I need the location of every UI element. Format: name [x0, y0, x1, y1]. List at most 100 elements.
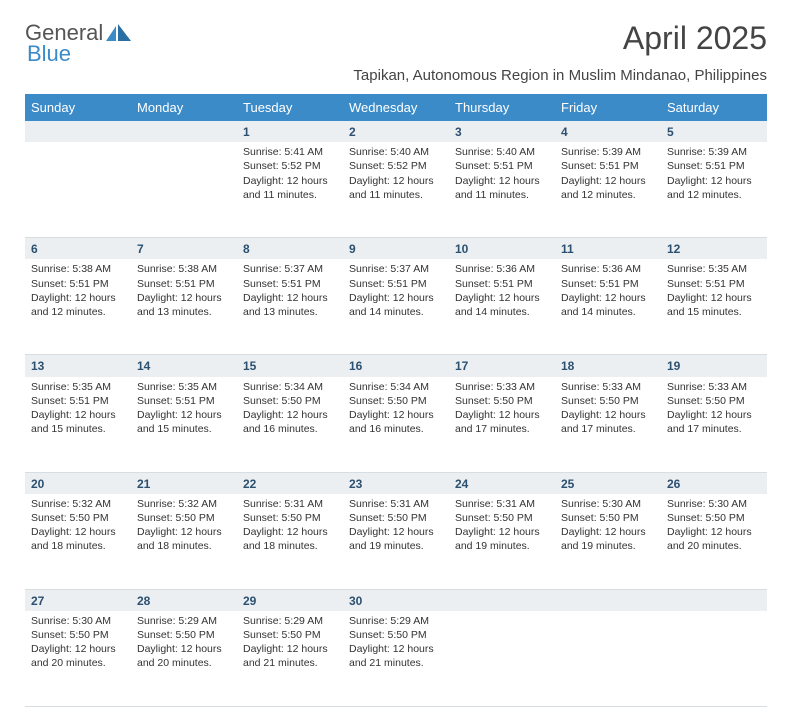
day-number: 12 — [661, 238, 767, 260]
day-number: 19 — [661, 355, 767, 377]
sunrise-text: Sunrise: 5:29 AM — [243, 614, 337, 628]
daylight-text: Daylight: 12 hours and 21 minutes. — [349, 642, 443, 670]
day-number-row: 20212223242526 — [25, 472, 767, 494]
sunset-text: Sunset: 5:50 PM — [243, 394, 337, 408]
logo-sail-icon — [106, 24, 132, 42]
day-number — [131, 121, 237, 142]
day-number: 29 — [237, 589, 343, 611]
daylight-text: Daylight: 12 hours and 15 minutes. — [31, 408, 125, 436]
daylight-text: Daylight: 12 hours and 11 minutes. — [349, 174, 443, 202]
day-cell: Sunrise: 5:40 AMSunset: 5:51 PMDaylight:… — [449, 142, 555, 238]
sunrise-text: Sunrise: 5:40 AM — [455, 145, 549, 159]
location-text: Tapikan, Autonomous Region in Muslim Min… — [25, 67, 767, 84]
day-cell: Sunrise: 5:39 AMSunset: 5:51 PMDaylight:… — [555, 142, 661, 238]
sunrise-text: Sunrise: 5:31 AM — [455, 497, 549, 511]
daylight-text: Daylight: 12 hours and 18 minutes. — [31, 525, 125, 553]
sunset-text: Sunset: 5:51 PM — [455, 277, 549, 291]
weekday-header: Wednesday — [343, 94, 449, 121]
day-cell: Sunrise: 5:35 AMSunset: 5:51 PMDaylight:… — [661, 259, 767, 355]
sunrise-text: Sunrise: 5:30 AM — [561, 497, 655, 511]
daylight-text: Daylight: 12 hours and 19 minutes. — [349, 525, 443, 553]
sunset-text: Sunset: 5:51 PM — [31, 394, 125, 408]
day-cell: Sunrise: 5:39 AMSunset: 5:51 PMDaylight:… — [661, 142, 767, 238]
day-number-row: 12345 — [25, 121, 767, 142]
calendar-table: SundayMondayTuesdayWednesdayThursdayFrid… — [25, 94, 767, 707]
day-cell: Sunrise: 5:32 AMSunset: 5:50 PMDaylight:… — [25, 494, 131, 590]
sunset-text: Sunset: 5:50 PM — [31, 628, 125, 642]
weekday-header: Monday — [131, 94, 237, 121]
sunset-text: Sunset: 5:50 PM — [667, 511, 761, 525]
day-cell: Sunrise: 5:30 AMSunset: 5:50 PMDaylight:… — [25, 611, 131, 707]
sunrise-text: Sunrise: 5:33 AM — [455, 380, 549, 394]
daylight-text: Daylight: 12 hours and 14 minutes. — [349, 291, 443, 319]
daylight-text: Daylight: 12 hours and 21 minutes. — [243, 642, 337, 670]
sunset-text: Sunset: 5:51 PM — [561, 277, 655, 291]
sunrise-text: Sunrise: 5:31 AM — [349, 497, 443, 511]
day-cell: Sunrise: 5:32 AMSunset: 5:50 PMDaylight:… — [131, 494, 237, 590]
day-cell: Sunrise: 5:40 AMSunset: 5:52 PMDaylight:… — [343, 142, 449, 238]
day-number: 6 — [25, 238, 131, 260]
weekday-header-row: SundayMondayTuesdayWednesdayThursdayFrid… — [25, 94, 767, 121]
day-info-row: Sunrise: 5:41 AMSunset: 5:52 PMDaylight:… — [25, 142, 767, 238]
day-cell: Sunrise: 5:33 AMSunset: 5:50 PMDaylight:… — [661, 377, 767, 473]
day-number: 28 — [131, 589, 237, 611]
day-number: 3 — [449, 121, 555, 142]
daylight-text: Daylight: 12 hours and 20 minutes. — [31, 642, 125, 670]
day-number: 16 — [343, 355, 449, 377]
daylight-text: Daylight: 12 hours and 17 minutes. — [455, 408, 549, 436]
daylight-text: Daylight: 12 hours and 11 minutes. — [243, 174, 337, 202]
day-cell: Sunrise: 5:34 AMSunset: 5:50 PMDaylight:… — [237, 377, 343, 473]
sunrise-text: Sunrise: 5:35 AM — [667, 262, 761, 276]
sunrise-text: Sunrise: 5:36 AM — [455, 262, 549, 276]
day-number: 17 — [449, 355, 555, 377]
day-cell: Sunrise: 5:33 AMSunset: 5:50 PMDaylight:… — [449, 377, 555, 473]
daylight-text: Daylight: 12 hours and 13 minutes. — [243, 291, 337, 319]
daylight-text: Daylight: 12 hours and 19 minutes. — [455, 525, 549, 553]
day-number: 26 — [661, 472, 767, 494]
day-number-row: 13141516171819 — [25, 355, 767, 377]
sunrise-text: Sunrise: 5:40 AM — [349, 145, 443, 159]
daylight-text: Daylight: 12 hours and 16 minutes. — [243, 408, 337, 436]
sunset-text: Sunset: 5:51 PM — [31, 277, 125, 291]
sunrise-text: Sunrise: 5:38 AM — [31, 262, 125, 276]
sunrise-text: Sunrise: 5:33 AM — [561, 380, 655, 394]
sunrise-text: Sunrise: 5:39 AM — [667, 145, 761, 159]
sunrise-text: Sunrise: 5:37 AM — [243, 262, 337, 276]
sunrise-text: Sunrise: 5:35 AM — [31, 380, 125, 394]
sunset-text: Sunset: 5:50 PM — [561, 511, 655, 525]
weekday-header: Tuesday — [237, 94, 343, 121]
weekday-header: Sunday — [25, 94, 131, 121]
sunrise-text: Sunrise: 5:31 AM — [243, 497, 337, 511]
daylight-text: Daylight: 12 hours and 18 minutes. — [137, 525, 231, 553]
day-cell: Sunrise: 5:29 AMSunset: 5:50 PMDaylight:… — [343, 611, 449, 707]
sunset-text: Sunset: 5:50 PM — [243, 511, 337, 525]
sunrise-text: Sunrise: 5:30 AM — [31, 614, 125, 628]
daylight-text: Daylight: 12 hours and 11 minutes. — [455, 174, 549, 202]
day-cell: Sunrise: 5:29 AMSunset: 5:50 PMDaylight:… — [237, 611, 343, 707]
sunset-text: Sunset: 5:51 PM — [349, 277, 443, 291]
daylight-text: Daylight: 12 hours and 19 minutes. — [561, 525, 655, 553]
day-cell: Sunrise: 5:35 AMSunset: 5:51 PMDaylight:… — [25, 377, 131, 473]
day-cell: Sunrise: 5:30 AMSunset: 5:50 PMDaylight:… — [555, 494, 661, 590]
day-cell: Sunrise: 5:41 AMSunset: 5:52 PMDaylight:… — [237, 142, 343, 238]
sunset-text: Sunset: 5:51 PM — [561, 159, 655, 173]
day-number-row: 6789101112 — [25, 238, 767, 260]
day-number — [25, 121, 131, 142]
sunset-text: Sunset: 5:51 PM — [667, 159, 761, 173]
sunset-text: Sunset: 5:51 PM — [137, 277, 231, 291]
sunrise-text: Sunrise: 5:35 AM — [137, 380, 231, 394]
sunset-text: Sunset: 5:50 PM — [561, 394, 655, 408]
sunset-text: Sunset: 5:50 PM — [137, 511, 231, 525]
month-title: April 2025 — [623, 20, 767, 57]
daylight-text: Daylight: 12 hours and 20 minutes. — [667, 525, 761, 553]
sunset-text: Sunset: 5:50 PM — [349, 628, 443, 642]
day-info-row: Sunrise: 5:30 AMSunset: 5:50 PMDaylight:… — [25, 611, 767, 707]
day-number: 14 — [131, 355, 237, 377]
daylight-text: Daylight: 12 hours and 14 minutes. — [455, 291, 549, 319]
day-number: 30 — [343, 589, 449, 611]
day-number: 18 — [555, 355, 661, 377]
day-number: 4 — [555, 121, 661, 142]
sunrise-text: Sunrise: 5:32 AM — [31, 497, 125, 511]
day-number: 13 — [25, 355, 131, 377]
sunset-text: Sunset: 5:50 PM — [31, 511, 125, 525]
